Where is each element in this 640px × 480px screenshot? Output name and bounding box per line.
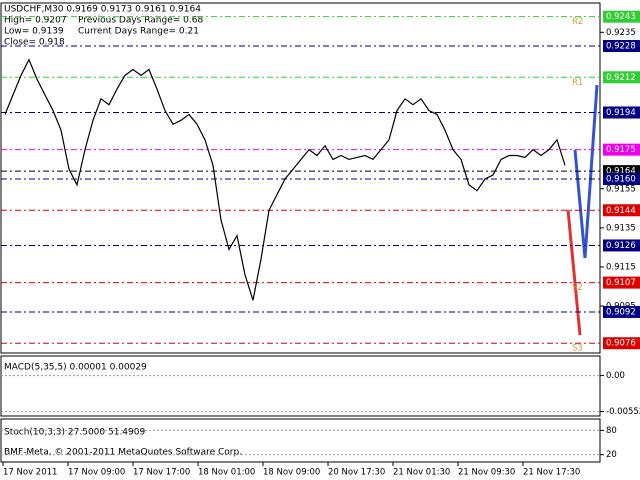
level-box <box>603 276 640 289</box>
x-tick-label: 21 Nov 01:30 <box>393 468 450 478</box>
level-box <box>603 337 640 350</box>
level-label: 0.9092 <box>606 307 636 317</box>
level-box <box>603 40 640 53</box>
y-tick-label: 0.9115 <box>606 262 636 272</box>
level-label: 0.9160 <box>606 174 636 184</box>
level-label: 0.9175 <box>606 145 636 155</box>
y-tick-label: -0.00552 <box>606 407 640 417</box>
prev-range: Previous Days Range= 0.68 <box>78 16 203 26</box>
x-tick-label: 17 Nov 2011 <box>3 468 57 478</box>
y-tick-label: 0.9155 <box>606 184 636 194</box>
x-tick-label: 17 Nov 09:00 <box>68 468 125 478</box>
level-box <box>603 10 640 23</box>
x-tick-label: 21 Nov 09:30 <box>458 468 515 478</box>
y-tick-label: 0.9235 <box>606 28 636 38</box>
level-name: R2 <box>572 17 583 27</box>
forecast-arrow <box>573 84 599 259</box>
macd-panel <box>0 355 601 417</box>
cur-range: Current Days Range= 0.21 <box>78 27 199 37</box>
y-tick-label: 20 <box>606 450 617 460</box>
x-tick-label: 17 Nov 17:00 <box>133 468 190 478</box>
level-label: 0.9212 <box>606 73 636 83</box>
y-tick-label: 80 <box>606 426 617 436</box>
level-box <box>603 172 640 185</box>
level-name: R1 <box>572 78 583 88</box>
low: Low= 0.9139 <box>4 27 64 37</box>
level-label: 0.9107 <box>606 278 636 288</box>
symbol: USDCHF,M30 0.9169 0.9173 0.9161 0.9164 <box>4 5 201 15</box>
level-label: 0.9126 <box>606 241 636 251</box>
level-label: 0.9243 <box>606 12 636 22</box>
level-box <box>603 71 640 84</box>
level-label: 0.9228 <box>606 42 636 52</box>
level-name: S2 <box>572 283 583 293</box>
x-tick-label: 21 Nov 17:30 <box>523 468 580 478</box>
close: Close= 0.918 <box>4 38 65 48</box>
forecast-arrow <box>566 209 582 336</box>
stoch-title: Stoch(10,3,3) 27.5000 51.4909 <box>4 428 145 438</box>
y-tick-label: 0.00 <box>606 371 625 381</box>
level-name: S3 <box>572 344 583 354</box>
level-label: 0.9144 <box>606 206 636 216</box>
price-line <box>4 58 566 301</box>
x-tick-label: 18 Nov 01:00 <box>198 468 255 478</box>
level-label: 0.9164 <box>606 167 636 177</box>
level-box <box>603 106 640 119</box>
copyright: BMF-Meta, © 2001-2011 MetaQuotes Softwar… <box>4 448 242 458</box>
level-label: 0.9076 <box>606 339 636 349</box>
level-label: 0.9194 <box>606 108 636 118</box>
level-box <box>603 204 640 217</box>
high: High= 0.9207 <box>4 16 67 26</box>
stoch-panel <box>0 418 601 463</box>
x-tick-label: 20 Nov 17:30 <box>328 468 385 478</box>
level-box <box>603 305 640 318</box>
level-box <box>603 143 640 156</box>
x-tick-label: 18 Nov 09:00 <box>263 468 320 478</box>
level-box <box>603 239 640 252</box>
main-panel <box>0 2 601 354</box>
y-tick-label: 0.9135 <box>606 223 636 233</box>
macd-title: MACD(5,35,5) 0.00001 0.00029 <box>4 363 147 373</box>
